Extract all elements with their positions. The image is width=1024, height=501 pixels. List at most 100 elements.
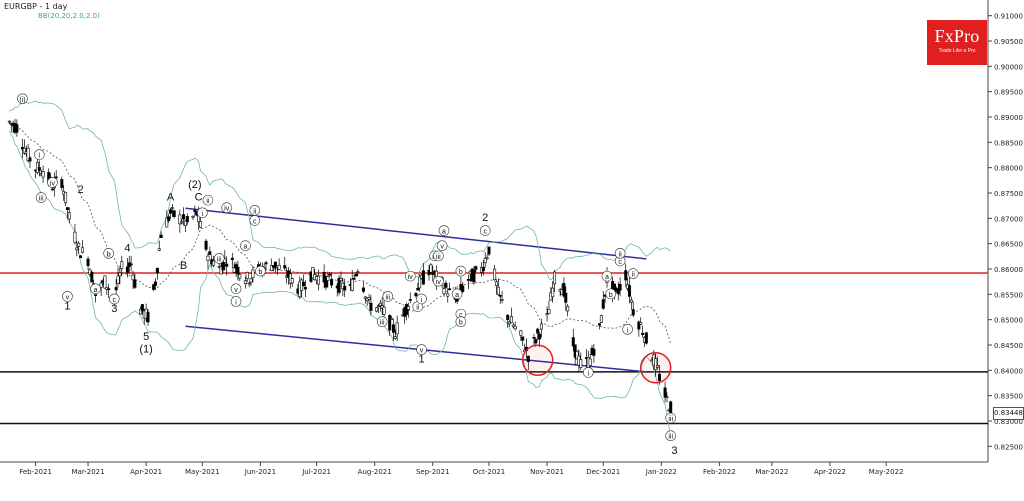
wave-label: 1 bbox=[418, 354, 424, 366]
candle-body bbox=[644, 332, 648, 344]
x-tick-label: Feb-2022 bbox=[703, 468, 736, 476]
wave-label-circle bbox=[90, 283, 101, 295]
wave-label: 5 bbox=[143, 331, 149, 343]
candle-body bbox=[382, 306, 386, 315]
candle-body bbox=[421, 270, 425, 285]
candle-body bbox=[575, 350, 579, 360]
candle-body bbox=[656, 365, 660, 368]
candle-body bbox=[369, 302, 373, 311]
wave-label-circle bbox=[404, 270, 416, 282]
candle-body bbox=[571, 337, 575, 347]
wave-label-circle bbox=[627, 268, 639, 279]
candle-body bbox=[243, 280, 247, 285]
candle-body bbox=[496, 286, 500, 295]
candle-body bbox=[103, 275, 107, 289]
wave-label: c bbox=[113, 297, 117, 304]
candle-body bbox=[80, 247, 84, 253]
wave-label-circle bbox=[197, 207, 208, 219]
candle-body bbox=[159, 234, 163, 239]
wave-label-circle bbox=[249, 215, 261, 226]
highlight-circle bbox=[639, 352, 672, 384]
candle-body bbox=[251, 269, 255, 278]
candle-body bbox=[221, 261, 225, 271]
candle-body bbox=[618, 283, 622, 291]
wave-label: v bbox=[420, 348, 424, 355]
candle-body bbox=[461, 285, 465, 292]
current-price-label: 0.83448 bbox=[993, 407, 1024, 420]
wave-label-circle bbox=[433, 275, 444, 287]
candle-body bbox=[339, 277, 343, 281]
x-tick-label: Jun-2021 bbox=[244, 468, 276, 476]
candle-body bbox=[534, 339, 538, 344]
wave-label: i bbox=[627, 327, 629, 334]
wave-label: b bbox=[258, 269, 262, 276]
candle-body bbox=[376, 305, 380, 308]
x-tick-label: Dec-2021 bbox=[586, 468, 620, 476]
wave-label: a bbox=[243, 244, 247, 251]
candle-body bbox=[167, 216, 171, 221]
candle-body bbox=[663, 387, 667, 398]
wave-label-circle bbox=[433, 250, 444, 262]
candle-body bbox=[191, 215, 195, 218]
candle-body bbox=[513, 325, 517, 330]
wave-label-circle bbox=[438, 225, 450, 236]
candle-body bbox=[395, 322, 399, 335]
candle-body bbox=[232, 267, 236, 273]
wave-label-circle bbox=[34, 149, 45, 160]
candle-body bbox=[637, 321, 641, 330]
wave-label-circle bbox=[416, 344, 427, 355]
wave-label: iv bbox=[50, 180, 56, 187]
wave-label: iv bbox=[224, 206, 230, 213]
wave-label-circle bbox=[240, 240, 251, 252]
candle-body bbox=[290, 278, 294, 284]
candle-body bbox=[466, 279, 470, 281]
channel-lower-line bbox=[185, 325, 647, 373]
candle-body bbox=[270, 265, 274, 271]
wave-label: c bbox=[483, 229, 487, 236]
candle-body bbox=[429, 264, 433, 273]
candle-body bbox=[185, 216, 189, 223]
candle-body bbox=[472, 270, 476, 283]
wave-label-circle bbox=[455, 265, 467, 277]
logo-tagline: Trade Like a Pro bbox=[938, 48, 976, 54]
logo-name: FxPro bbox=[934, 26, 980, 46]
wave-label: (2) bbox=[188, 179, 201, 191]
candle-body bbox=[356, 271, 360, 273]
wave-label: ii bbox=[416, 305, 420, 312]
wave-label: c bbox=[253, 218, 257, 225]
candle-body bbox=[406, 306, 410, 310]
wave-label: 3 bbox=[671, 445, 677, 457]
candle-body bbox=[249, 278, 253, 283]
wave-label-circle bbox=[47, 177, 58, 188]
candle-body bbox=[125, 266, 129, 273]
wave-label: iv bbox=[436, 279, 442, 286]
candle-body bbox=[77, 242, 81, 247]
candle-body bbox=[79, 255, 83, 259]
wave-label-circle bbox=[213, 253, 225, 264]
candle-body bbox=[444, 282, 448, 288]
candle-body bbox=[414, 292, 418, 297]
x-tick-label: May-2021 bbox=[185, 468, 220, 476]
x-tick-label: Oct-2021 bbox=[473, 468, 505, 476]
candle-body bbox=[526, 355, 530, 363]
candle-body bbox=[669, 401, 673, 414]
candle-body bbox=[311, 266, 315, 279]
wave-label-circle bbox=[605, 288, 617, 300]
candle-body bbox=[330, 279, 334, 286]
wave-label: ii bbox=[632, 272, 636, 279]
candle-body bbox=[26, 147, 30, 161]
bollinger-upper bbox=[9, 100, 671, 281]
candle-body bbox=[446, 293, 450, 297]
candle-body bbox=[442, 288, 446, 294]
candle-body bbox=[350, 278, 354, 291]
candle-body bbox=[579, 359, 583, 368]
candle-body bbox=[431, 272, 435, 275]
candle-body bbox=[483, 257, 487, 264]
candle-body bbox=[129, 263, 133, 266]
wave-label: iii bbox=[39, 196, 44, 203]
candle-body bbox=[614, 287, 618, 291]
wave-label: a bbox=[442, 229, 446, 236]
wave-label-circle bbox=[382, 291, 394, 302]
